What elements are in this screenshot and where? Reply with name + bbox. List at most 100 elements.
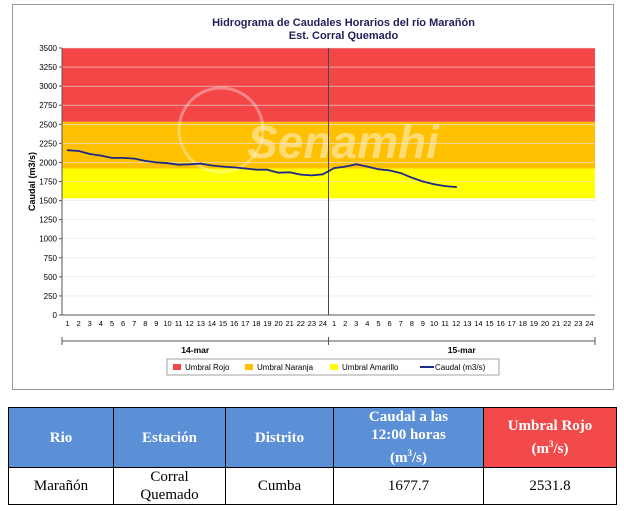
header-umbral-line1: Umbral Rojo	[507, 418, 593, 434]
x-tick-label-7: 8	[143, 319, 147, 328]
x-tick-label-29: 6	[387, 319, 391, 328]
y-tick-label-12: 3000	[39, 82, 57, 91]
header-rio: Rio	[8, 407, 114, 468]
x-tick-label-23: 24	[319, 319, 327, 328]
y-tick-label-14: 3500	[39, 44, 57, 53]
series-point	[410, 176, 413, 179]
series-point	[133, 157, 136, 160]
cell-estacion-line1: Corral	[150, 469, 189, 485]
header-caudal-line2: 12:00 horas	[371, 427, 446, 443]
x-tick-label-38: 15	[485, 319, 493, 328]
y-tick-label-3: 750	[44, 254, 58, 263]
series-point	[233, 166, 236, 169]
x-tick-label-20: 21	[285, 319, 293, 328]
x-tick-label-42: 19	[530, 319, 538, 328]
y-tick-label-5: 1250	[39, 216, 57, 225]
series-point	[155, 161, 158, 164]
x-tick-label-2: 3	[88, 319, 92, 328]
header-umbral-rojo: Umbral Rojo (m3/s)	[483, 407, 617, 468]
cell-umbral: 2531.8	[483, 467, 617, 505]
series-point	[399, 172, 402, 175]
header-caudal-line1: Caudal a las	[368, 409, 449, 425]
header-caudal-unit-end: /s)	[412, 450, 427, 466]
x-tick-label-25: 2	[343, 319, 347, 328]
x-tick-label-41: 18	[519, 319, 527, 328]
series-point	[277, 171, 280, 174]
legend-swatch-2	[330, 364, 338, 370]
series-point	[444, 185, 446, 187]
x-tick-label-11: 12	[186, 319, 194, 328]
x-tick-label-43: 20	[541, 319, 549, 328]
series-point	[211, 164, 213, 167]
x-tick-label-8: 9	[154, 319, 158, 328]
day-label-0: 14-mar	[181, 345, 210, 355]
series-point	[166, 162, 169, 165]
legend-label-3: Caudal (m3/s)	[435, 363, 486, 372]
x-tick-label-16: 17	[241, 319, 249, 328]
x-tick-label-21: 22	[297, 319, 305, 328]
y-tick-label-9: 2250	[39, 139, 57, 148]
table-header-row: Rio Estación Distrito Caudal a las 12:00…	[8, 407, 617, 468]
x-tick-label-5: 6	[121, 319, 125, 328]
series-point	[377, 168, 380, 171]
x-tick-label-3: 4	[99, 319, 103, 328]
x-tick-label-40: 17	[508, 319, 516, 328]
x-tick-label-18: 19	[263, 319, 271, 328]
y-axis-label: Caudal (m3/s)	[27, 152, 37, 211]
x-tick-label-27: 4	[365, 319, 369, 328]
series-point	[77, 150, 80, 152]
y-tick-label-0: 0	[53, 311, 58, 320]
day-label-1: 15-mar	[448, 345, 477, 355]
x-tick-label-39: 16	[496, 319, 504, 328]
series-point	[199, 162, 202, 165]
chart-subtitle: Est. Corral Quemado	[289, 30, 399, 42]
series-point	[244, 167, 247, 170]
x-tick-label-44: 21	[552, 319, 560, 328]
legend-label-2: Umbral Amarillo	[342, 363, 399, 372]
x-tick-label-47: 24	[585, 319, 593, 328]
x-tick-label-46: 23	[574, 319, 582, 328]
legend-swatch-0	[173, 364, 181, 370]
x-tick-label-30: 7	[399, 319, 403, 328]
hydrograph-chart: Hidrograma de Caudales Horarios del río …	[12, 4, 614, 390]
watermark-sun-icon	[177, 86, 265, 174]
flow-summary-table: Rio Estación Distrito Caudal a las 12:00…	[8, 407, 617, 505]
series-point	[322, 173, 324, 176]
y-tick-label-6: 1500	[39, 197, 57, 206]
x-tick-label-22: 23	[308, 319, 316, 328]
header-umbral-unit-end: /s)	[553, 441, 569, 457]
series-point	[222, 165, 224, 168]
series-point	[310, 174, 313, 177]
series-point	[177, 163, 180, 166]
x-tick-label-9: 10	[163, 319, 171, 328]
x-tick-label-0: 1	[65, 319, 69, 328]
y-tick-label-10: 2500	[39, 120, 57, 129]
y-tick-label-1: 250	[44, 292, 58, 301]
header-estacion: Estación	[113, 407, 226, 468]
header-caudal: Caudal a las 12:00 horas (m3/s)	[333, 407, 484, 468]
cell-estacion-line2: Quemado	[140, 487, 199, 503]
series-point	[144, 160, 147, 162]
senamhi-watermark: Senamhi	[247, 116, 440, 168]
cell-rio: Marañón	[8, 467, 114, 505]
y-tick-label-7: 1750	[39, 178, 57, 187]
chart-svg: Hidrograma de Caudales Horarios del río …	[27, 17, 596, 376]
series-point	[355, 163, 358, 166]
x-tick-label-34: 11	[441, 319, 449, 328]
cell-distrito: Cumba	[225, 467, 334, 505]
series-point	[255, 168, 258, 171]
series-point	[333, 167, 335, 170]
series-point	[344, 165, 347, 168]
x-tick-label-13: 14	[208, 319, 216, 328]
y-tick-label-2: 500	[44, 273, 58, 282]
header-umbral-unit-sup: 3	[549, 439, 554, 449]
table-row: Marañón Corral Quemado Cumba 1677.7 2531…	[8, 467, 617, 505]
series-point	[421, 180, 424, 183]
cell-estacion: Corral Quemado	[113, 467, 226, 505]
y-tick-label-11: 2750	[39, 101, 57, 110]
x-tick-label-6: 7	[132, 319, 136, 328]
series-point	[388, 169, 391, 172]
series-point	[99, 154, 102, 157]
series-point	[455, 186, 458, 188]
x-tick-label-31: 8	[410, 319, 414, 328]
